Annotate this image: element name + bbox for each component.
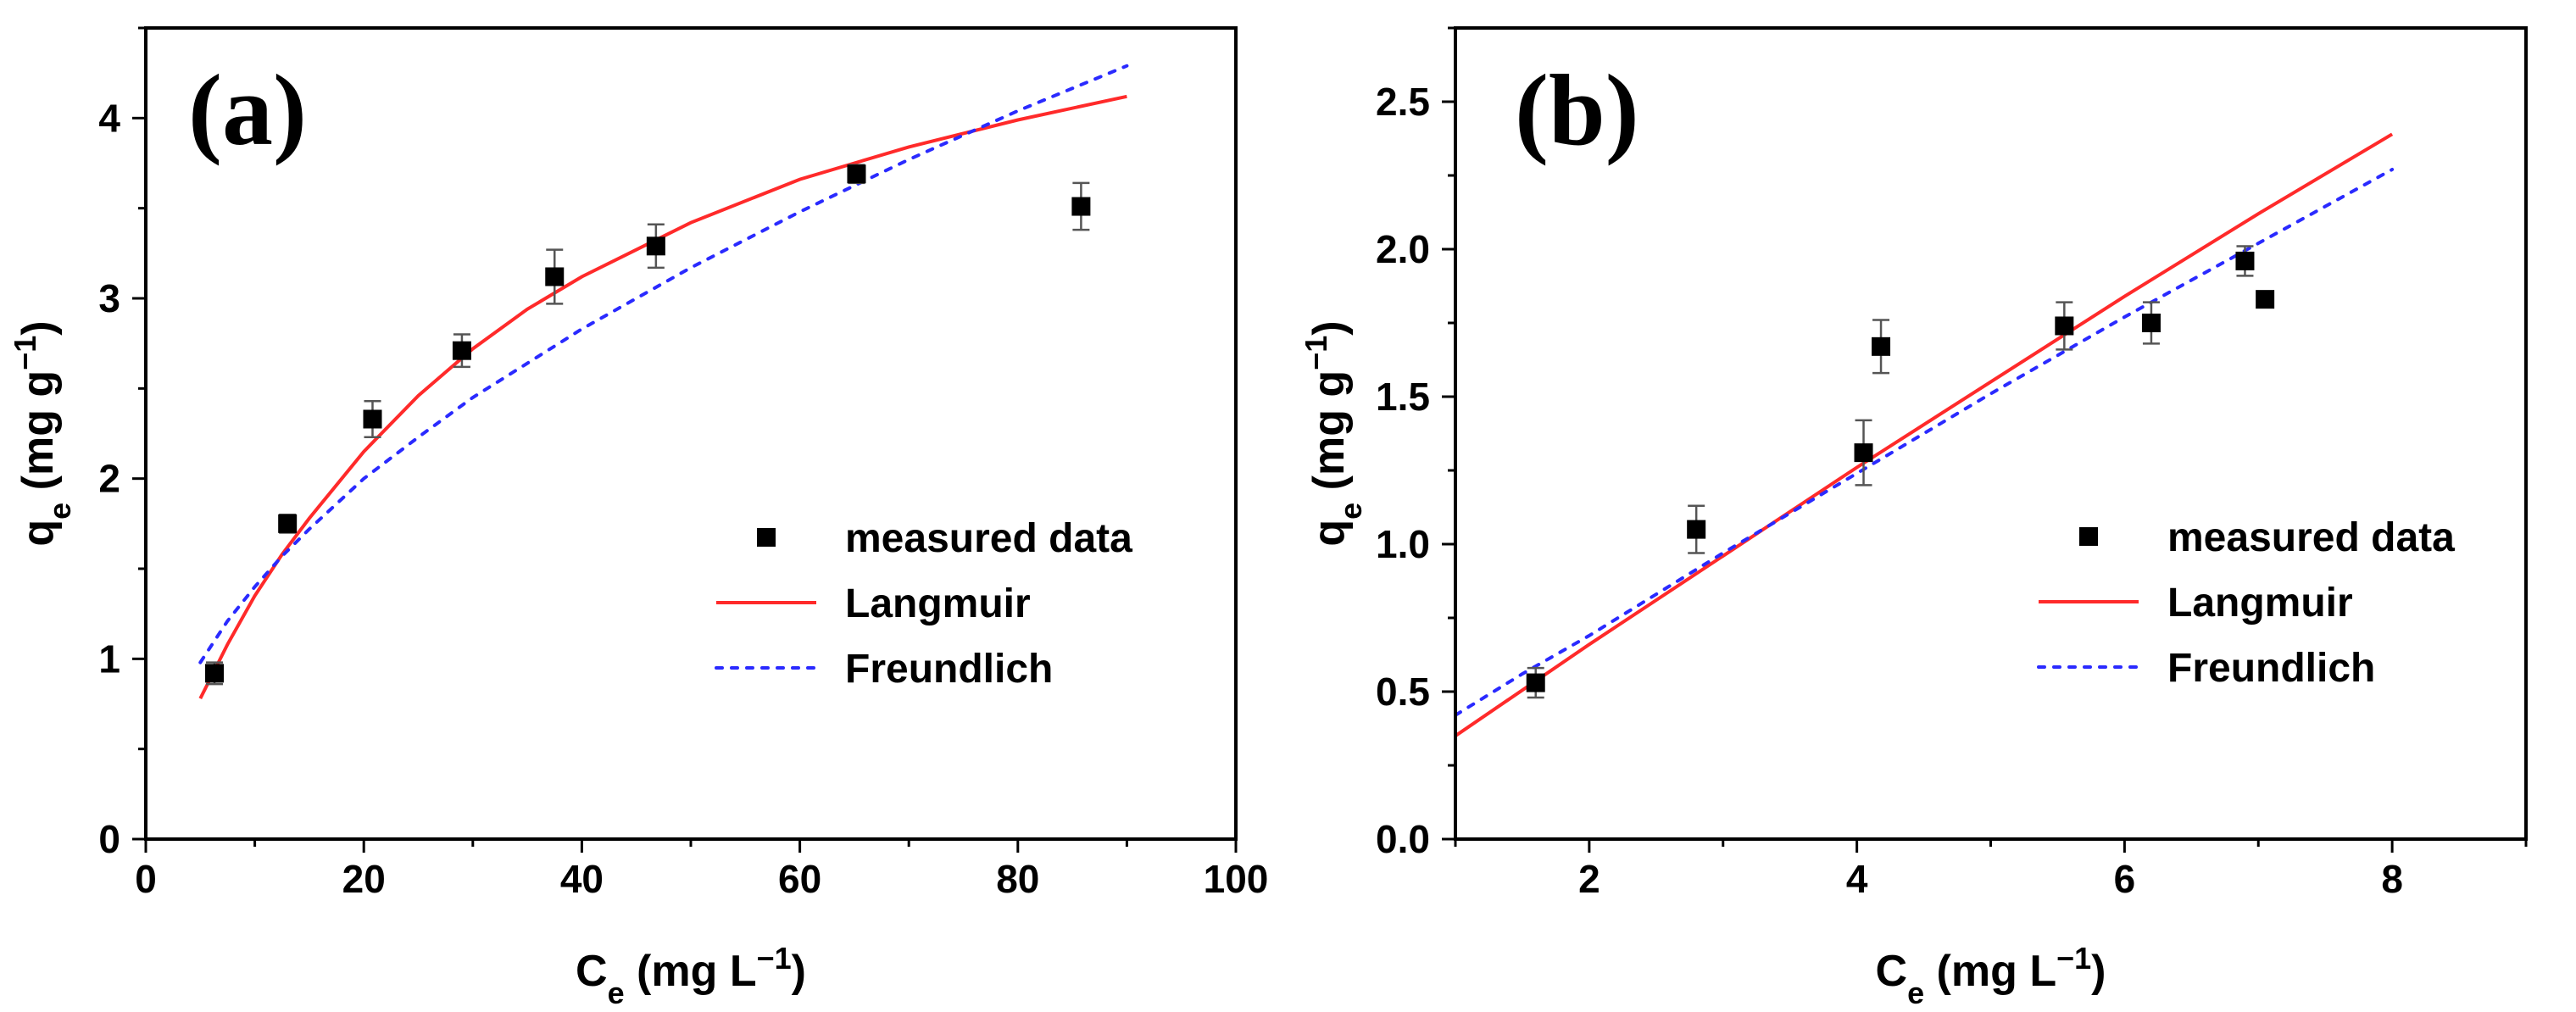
- data-point: [646, 236, 665, 256]
- data-point: [452, 341, 471, 360]
- data-point: [1854, 443, 1873, 463]
- panel-a: 0 20 40 60 80 100 0 1 2 3 4 (a) measured data Langmui…: [8, 26, 1269, 1010]
- langmuir-curve: [1455, 132, 2394, 737]
- data-point: [545, 267, 565, 286]
- y-tick-label: 0: [98, 817, 120, 861]
- y-tick-label: 2.0: [1376, 227, 1430, 271]
- data-point: [1526, 673, 1545, 692]
- y-tick-label: 0.5: [1376, 670, 1430, 714]
- langmuir-curve: [198, 94, 1127, 699]
- x-tick-label: 60: [778, 857, 821, 901]
- y-axis-label: qe (mg g−1): [1299, 320, 1368, 546]
- data-point: [363, 409, 382, 429]
- data-point: [2235, 251, 2255, 270]
- y-axis-label: qe (mg g−1): [8, 320, 77, 546]
- freundlich-curve: [198, 64, 1129, 664]
- plot-area: [198, 64, 1129, 699]
- plot-area: [1455, 132, 2395, 737]
- x-axis-label: Ce (mg L−1): [1876, 941, 2106, 1010]
- x-tick-label: 40: [560, 857, 604, 901]
- x-tick-label: 4: [1846, 857, 1868, 901]
- x-axis-label: Ce (mg L−1): [576, 941, 806, 1010]
- x-tick-label: 20: [342, 857, 386, 901]
- x-tick-label: 6: [2114, 857, 2136, 901]
- x-tick-label: 0: [135, 857, 157, 901]
- y-tick-label: 2.5: [1376, 80, 1430, 124]
- data-point: [847, 164, 866, 184]
- legend-marker: [2079, 527, 2098, 546]
- legend: measured data Langmuir Freundlich: [715, 516, 1132, 692]
- y-tick-label: 4: [98, 96, 120, 140]
- plot-frame: [144, 26, 1238, 841]
- data-point: [2055, 316, 2074, 336]
- data-point: [2256, 290, 2275, 309]
- x-tick-label: 80: [996, 857, 1039, 901]
- x-tick-label: 8: [2381, 857, 2403, 901]
- y-tick-label: 2: [98, 457, 120, 501]
- y-tick-label: 1.5: [1376, 375, 1430, 419]
- data-point: [1687, 520, 1706, 539]
- freundlich-curve: [1455, 168, 2395, 717]
- legend: measured data Langmuir Freundlich: [2037, 515, 2455, 691]
- x-tick-label: 2: [1578, 857, 1600, 901]
- y-tick-label: 0.0: [1376, 817, 1430, 861]
- panel-label: (a): [188, 53, 307, 166]
- data-point: [1071, 197, 1091, 216]
- legend-label: measured data: [845, 516, 1132, 561]
- y-tick-label: 1: [98, 637, 120, 681]
- x-tick-label: 100: [1204, 857, 1269, 901]
- legend-marker: [757, 528, 776, 547]
- plot-frame: [1454, 26, 2528, 841]
- legend-label: Langmuir: [2167, 581, 2353, 626]
- data-point: [1872, 336, 1891, 356]
- panel-label: (b): [1515, 53, 1639, 166]
- data-point: [205, 664, 225, 683]
- legend-label: Freundlich: [845, 647, 1053, 692]
- y-tick-label: 3: [98, 276, 120, 320]
- legend-label: Freundlich: [2167, 646, 2375, 691]
- panel-b: 2 4 6 8 0.0 0.5 1.0 1.5 2.0 2.5 (b) measured data La…: [1299, 26, 2528, 1010]
- data-point: [2141, 314, 2161, 332]
- data-point: [278, 514, 298, 533]
- legend-label: measured data: [2167, 515, 2455, 560]
- legend-label: Langmuir: [845, 581, 1031, 626]
- y-tick-label: 1.0: [1376, 522, 1430, 566]
